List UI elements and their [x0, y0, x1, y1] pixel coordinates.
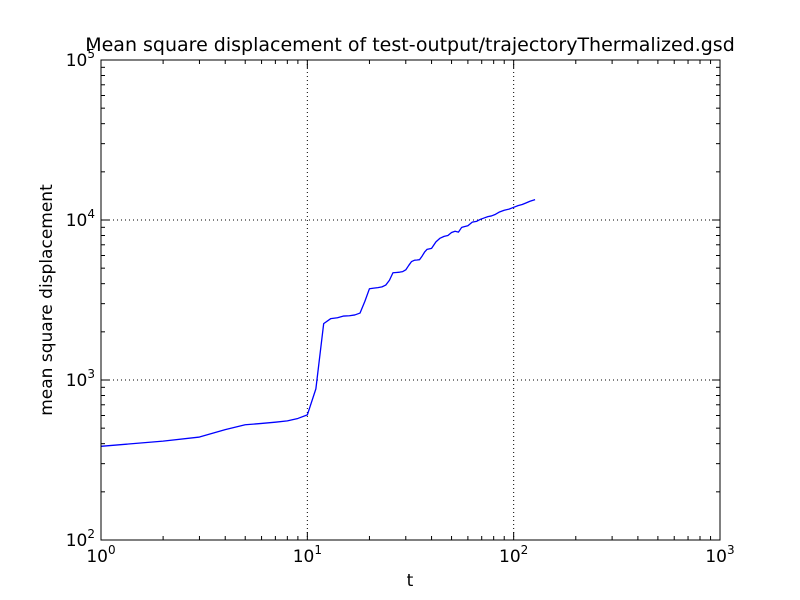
y-tick-label: 103 [66, 367, 95, 391]
plot-frame [100, 59, 721, 541]
y-axis-label: mean square displacement [37, 184, 57, 416]
y-tick-label: 102 [66, 527, 95, 551]
x-axis-label: t [406, 571, 414, 591]
msd-series-line [100, 199, 536, 447]
x-tick-label: 101 [293, 543, 322, 567]
y-tick-label: 104 [66, 207, 95, 231]
chart-title: Mean square displacement of test-output/… [85, 34, 735, 56]
x-tick-label: 102 [499, 543, 528, 567]
y-tick-label: 105 [66, 47, 95, 71]
x-tick-label: 100 [86, 543, 115, 567]
x-tick-label: 103 [705, 543, 734, 567]
